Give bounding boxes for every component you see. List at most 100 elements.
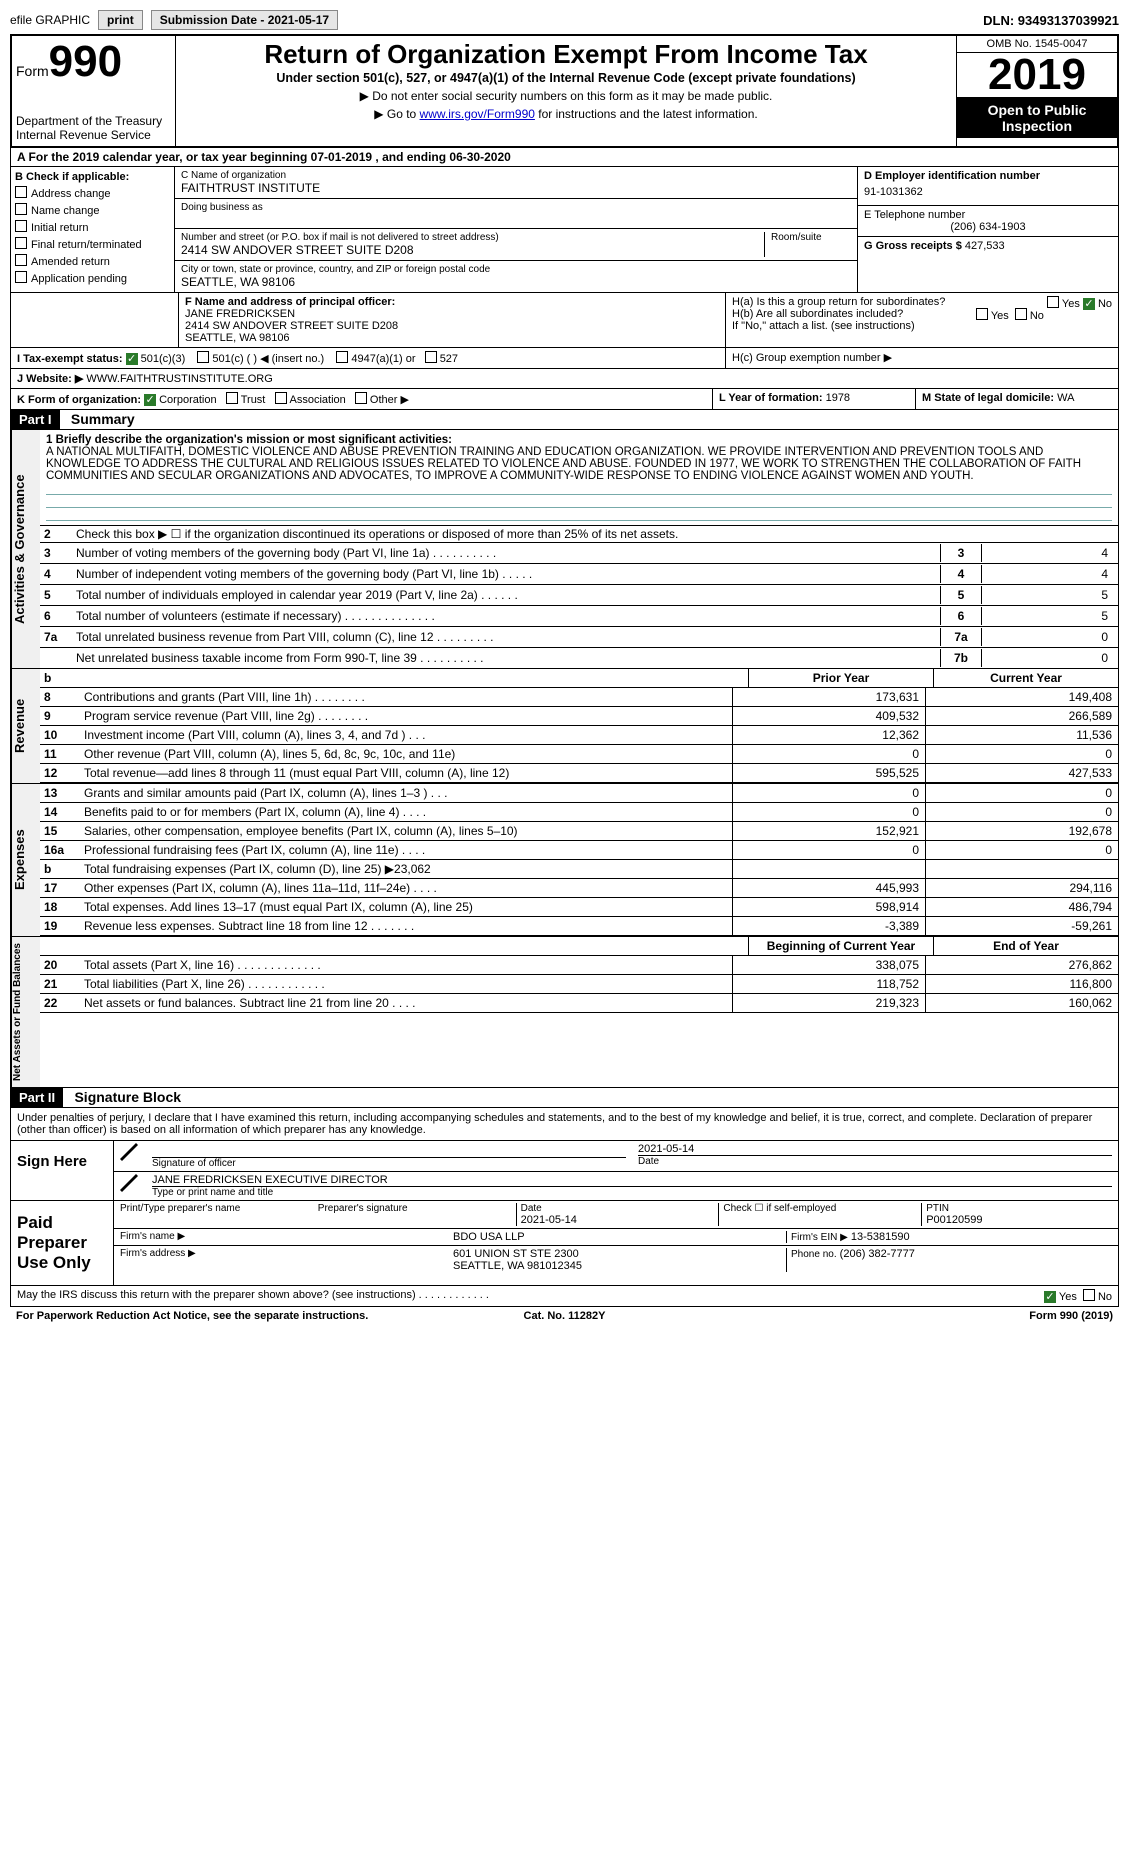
sig-date-value: 2021-05-14 [638, 1143, 1112, 1156]
self-emp-label[interactable]: Check ☐ if self-employed [718, 1203, 909, 1226]
topbar: efile GRAPHIC print Submission Date - 20… [10, 10, 1119, 34]
financial-row: 18Total expenses. Add lines 13–17 (must … [40, 898, 1118, 917]
org-name-label: C Name of organization [181, 170, 851, 181]
officer-signature-line[interactable] [152, 1143, 626, 1158]
row-text: Total liabilities (Part X, line 26) . . … [80, 975, 732, 993]
financial-row: 13Grants and similar amounts paid (Part … [40, 784, 1118, 803]
pen-icon [120, 1174, 140, 1198]
ptin-label: PTIN [926, 1203, 1112, 1214]
box-b: B Check if applicable: Address change Na… [11, 167, 175, 292]
signature-block: Under penalties of perjury, I declare th… [10, 1108, 1119, 1307]
h-b-yes: Yes [991, 310, 1009, 322]
mission-line [46, 495, 1112, 508]
firm-addr-label: Firm's address ▶ [120, 1248, 441, 1272]
prior-year-value: -3,389 [732, 917, 925, 935]
current-year-value: 427,533 [925, 764, 1118, 782]
opt-other: Other ▶ [370, 394, 409, 406]
tax-year: 2019 [957, 53, 1117, 98]
prior-year-value: 0 [732, 841, 925, 859]
row-number: 2 [44, 527, 76, 541]
financial-row: 15Salaries, other compensation, employee… [40, 822, 1118, 841]
row-number: 22 [40, 994, 80, 1012]
end-year-header: End of Year [933, 937, 1118, 955]
firm-addr2: SEATTLE, WA 981012345 [453, 1260, 774, 1272]
chk-527[interactable] [425, 351, 437, 363]
chk-4947[interactable] [336, 351, 348, 363]
discuss-yes-chk[interactable]: ✓ [1044, 1291, 1056, 1303]
chk-trust[interactable] [226, 392, 238, 404]
chk-amended-return[interactable]: Amended return [15, 254, 170, 268]
chk-name-change[interactable]: Name change [15, 203, 170, 217]
chk-other[interactable] [355, 392, 367, 404]
chk-address-change[interactable]: Address change [15, 186, 170, 200]
submission-date-button[interactable]: Submission Date - 2021-05-17 [151, 10, 338, 30]
h-a-no: No [1098, 298, 1112, 310]
h-b-yes-chk[interactable] [976, 308, 988, 320]
row-text: Number of independent voting members of … [76, 567, 940, 581]
chk-501c[interactable] [197, 351, 209, 363]
opt-4947: 4947(a)(1) or [351, 353, 415, 365]
discuss-yes: Yes [1059, 1291, 1077, 1303]
financial-row: 11Other revenue (Part VIII, column (A), … [40, 745, 1118, 764]
activities-governance-section: Activities & Governance 1 Briefly descri… [10, 430, 1119, 669]
open-public-badge: Open to Public Inspection [957, 98, 1117, 138]
begin-year-header: Beginning of Current Year [748, 937, 933, 955]
form-title: Return of Organization Exempt From Incom… [182, 40, 950, 69]
opt-501c: 501(c) ( ) ◀ (insert no.) [212, 353, 324, 365]
form-header-left: Form990 Department of the Treasury Inter… [12, 36, 176, 146]
row-text: Revenue less expenses. Subtract line 18 … [80, 917, 732, 935]
part-ii-title: Signature Block [66, 1089, 181, 1105]
city-label: City or town, state or province, country… [181, 264, 851, 275]
row-text: Benefits paid to or for members (Part IX… [80, 803, 732, 821]
h-a-yes-chk[interactable] [1047, 296, 1059, 308]
chk-initial-return[interactable]: Initial return [15, 220, 170, 234]
officer-label: F Name and address of principal officer: [185, 296, 719, 308]
financial-row: 22Net assets or fund balances. Subtract … [40, 994, 1118, 1013]
current-year-value: 149,408 [925, 688, 1118, 706]
print-button[interactable]: print [98, 10, 143, 30]
firm-phone-value: (206) 382-7777 [840, 1248, 915, 1260]
prior-year-value: 595,525 [732, 764, 925, 782]
summary-row: Net unrelated business taxable income fr… [40, 648, 1118, 668]
h-a-no-chk[interactable]: ✓ [1083, 298, 1095, 310]
current-year-value: 0 [925, 803, 1118, 821]
box-d-e-g: D Employer identification number 91-1031… [858, 167, 1118, 292]
chk-final-return[interactable]: Final return/terminated [15, 237, 170, 251]
row-box: 3 [940, 544, 981, 562]
row-number: 21 [40, 975, 80, 993]
row-number: 10 [40, 726, 80, 744]
row-box: 5 [940, 586, 981, 604]
row-number: 3 [44, 546, 76, 560]
prior-year-value: 0 [732, 784, 925, 802]
part-ii-badge: Part II [11, 1088, 63, 1107]
mission-text: A NATIONAL MULTIFAITH, DOMESTIC VIOLENCE… [46, 446, 1112, 482]
row-box: 4 [940, 565, 981, 583]
officer-h-row: F Name and address of principal officer:… [10, 293, 1119, 348]
box-c: C Name of organization FAITHTRUST INSTIT… [175, 167, 858, 292]
discuss-no-chk[interactable] [1083, 1289, 1095, 1301]
chk-application-pending[interactable]: Application pending [15, 271, 170, 285]
h-b-no-chk[interactable] [1015, 308, 1027, 320]
current-year-value: -59,261 [925, 917, 1118, 935]
prior-year-value: 12,362 [732, 726, 925, 744]
efile-label: efile GRAPHIC [10, 13, 90, 27]
current-year-value: 160,062 [925, 994, 1118, 1012]
officer-name-label: Type or print name and title [152, 1187, 1112, 1198]
chk-assoc[interactable] [275, 392, 287, 404]
net-side-label: Net Assets or Fund Balances [11, 937, 40, 1087]
opt-527: 527 [440, 353, 458, 365]
chk-corp[interactable]: ✓ [144, 394, 156, 406]
h-c-label: H(c) Group exemption number ▶ [732, 352, 892, 364]
form990-link[interactable]: www.irs.gov/Form990 [420, 107, 535, 121]
row-text: Salaries, other compensation, employee b… [80, 822, 732, 840]
form-number: 990 [49, 37, 122, 86]
paid-preparer-label: Paid Preparer Use Only [11, 1201, 114, 1285]
chk-501c3[interactable]: ✓ [126, 353, 138, 365]
prior-year-value: 0 [732, 803, 925, 821]
ein-label: D Employer identification number [864, 170, 1112, 182]
firm-ein-value: 13-5381590 [851, 1231, 910, 1243]
summary-row: 5Total number of individuals employed in… [40, 585, 1118, 606]
page-footer: For Paperwork Reduction Act Notice, see … [10, 1307, 1119, 1325]
summary-row: 4Number of independent voting members of… [40, 564, 1118, 585]
opt-assoc: Association [290, 394, 346, 406]
